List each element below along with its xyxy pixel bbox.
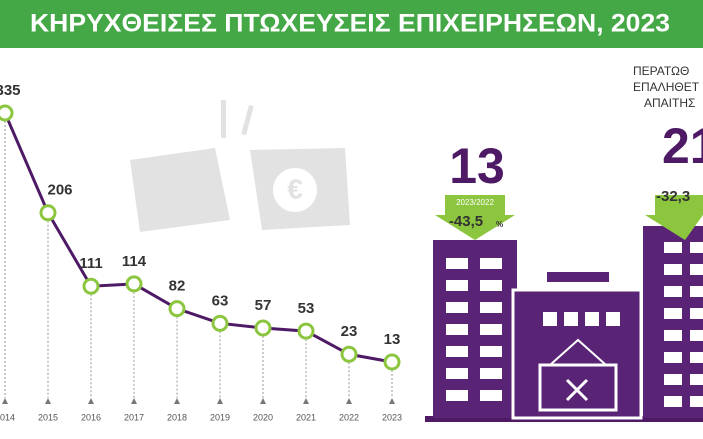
tick-triangle <box>174 398 180 404</box>
caption: ΑΠΑΙΤΗΣ <box>644 96 695 110</box>
point <box>125 275 143 293</box>
window <box>690 374 703 385</box>
value-label: 53 <box>298 300 315 317</box>
window <box>446 346 468 357</box>
tick-triangle <box>346 398 352 404</box>
banknote-icon: € <box>130 100 350 232</box>
tick-triangle <box>131 398 137 404</box>
window <box>446 324 468 335</box>
arrow <box>435 195 515 240</box>
window <box>446 390 468 401</box>
window <box>664 308 682 319</box>
x-tick-label: 2020 <box>253 412 273 422</box>
window <box>664 352 682 363</box>
tick-triangle <box>88 398 94 404</box>
window <box>664 374 682 385</box>
point <box>297 322 315 340</box>
value-label: 82 <box>169 278 186 295</box>
change: -43,5 <box>449 213 483 230</box>
window <box>690 308 703 319</box>
tick-triangle <box>217 398 223 404</box>
x-tick-label: 2014 <box>0 412 15 422</box>
window <box>480 346 502 357</box>
change-label: 2023/202 <box>665 172 699 181</box>
window <box>446 302 468 313</box>
line-chart: 2014 2015 2016 2017 2018 2019 2020 2021 2022 2023… <box>0 82 402 422</box>
chart-title: ΚΗΡΥΧΘΕΙΣΕΣ ΠΤΩΧΕΥΣΕΙΣ ΕΠΙΧΕΙΡΗΣΕΩΝ, 202… <box>30 10 670 38</box>
value-label: 206 <box>47 182 72 199</box>
value-label: 13 <box>384 331 401 348</box>
x-tick-label: 2018 <box>167 412 187 422</box>
value-label: 57 <box>255 297 272 314</box>
window <box>690 242 703 253</box>
window <box>480 368 502 379</box>
x-tick-label: 2015 <box>38 412 58 422</box>
caption: ΠΕΡΑΤΩΘ <box>633 64 689 78</box>
panel-value: 13 <box>449 138 505 194</box>
window <box>446 258 468 269</box>
window <box>664 264 682 275</box>
tick-triangle <box>303 398 309 404</box>
value-label: 114 <box>122 253 147 270</box>
arrow <box>645 195 703 240</box>
window <box>480 280 502 291</box>
window <box>664 396 682 407</box>
window <box>446 280 468 291</box>
window <box>664 286 682 297</box>
window <box>606 312 620 326</box>
window <box>564 312 578 326</box>
svg-text:€: € <box>287 173 303 204</box>
point <box>168 300 186 318</box>
window <box>690 286 703 297</box>
value-label: 63 <box>212 292 229 309</box>
x-tick-label: 2016 <box>81 412 101 422</box>
point <box>0 104 14 122</box>
value-label: 335 <box>0 82 21 99</box>
tick-triangle <box>45 398 51 404</box>
window <box>690 330 703 341</box>
point <box>254 319 272 337</box>
window <box>446 368 468 379</box>
x-tick-label: 2019 <box>210 412 230 422</box>
x-tick-label: 2022 <box>339 412 359 422</box>
point <box>39 204 57 222</box>
header-band <box>0 0 703 48</box>
window <box>585 312 599 326</box>
window <box>690 352 703 363</box>
change-unit: % <box>496 220 503 229</box>
window <box>690 264 703 275</box>
window <box>480 302 502 313</box>
window <box>480 324 502 335</box>
windows <box>446 242 703 407</box>
window <box>664 330 682 341</box>
x-tick-label: 2017 <box>124 412 144 422</box>
value-label: 23 <box>341 323 358 340</box>
point <box>211 314 229 332</box>
window <box>690 396 703 407</box>
window <box>480 258 502 269</box>
tick-triangle <box>260 398 266 404</box>
tick-triangle <box>389 398 395 404</box>
window <box>543 312 557 326</box>
change-label: 2023/2022 <box>456 198 494 207</box>
x-tick-label: 2023 <box>382 412 402 422</box>
point <box>82 277 100 295</box>
x-tick-label: 2021 <box>296 412 316 422</box>
window <box>664 242 682 253</box>
buildings <box>425 226 703 422</box>
panel-value: 21 <box>662 118 703 174</box>
change: -32,3 <box>656 188 690 205</box>
tick-triangle <box>2 398 8 404</box>
value-label: 111 <box>79 255 102 272</box>
caption: ΕΠΑΛΗΘΕΤ <box>633 80 700 94</box>
point <box>383 353 401 371</box>
window <box>480 390 502 401</box>
point <box>340 345 358 363</box>
line <box>3 112 393 364</box>
